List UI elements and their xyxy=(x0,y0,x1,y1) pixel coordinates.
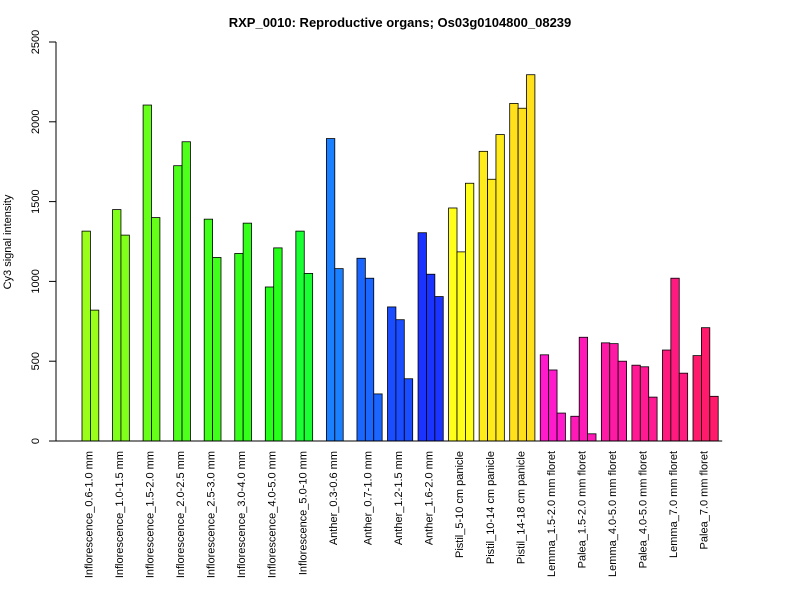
x-tick-label: Inflorescence_5.0-10 mm xyxy=(297,451,309,575)
bar xyxy=(570,415,580,442)
bar xyxy=(709,395,719,442)
bar xyxy=(81,230,91,442)
bar xyxy=(631,364,641,442)
bar xyxy=(609,343,619,442)
bar xyxy=(434,296,444,442)
y-tick-label: 1000 xyxy=(30,269,42,293)
bar xyxy=(556,412,566,442)
x-tick-label: Anther_1.6-2.0 mm xyxy=(424,451,436,545)
bar xyxy=(264,286,275,442)
x-tick-label: Inflorescence_2.5-3.0 mm xyxy=(206,451,218,578)
bar xyxy=(701,327,711,442)
bar xyxy=(151,217,161,442)
y-axis: 0 500 1000 1500 2000 2500 xyxy=(30,30,57,444)
bar xyxy=(303,273,314,442)
x-tick-label: Inflorescence_1.5-2.0 mm xyxy=(145,451,157,578)
x-tick-label: Anther_0.7-1.0 mm xyxy=(363,451,375,545)
x-tick-label: Palea_4.0-5.0 mm floret xyxy=(638,451,650,568)
bar xyxy=(426,273,436,442)
bar xyxy=(203,218,213,442)
bar xyxy=(487,178,497,442)
bar xyxy=(273,247,283,442)
bar xyxy=(526,74,536,442)
x-tick-label: Inflorescence_1.0-1.5 mm xyxy=(114,451,126,578)
bar xyxy=(234,253,244,442)
bar xyxy=(212,257,222,442)
bar xyxy=(120,234,130,442)
bar xyxy=(295,230,305,442)
bar xyxy=(578,336,589,442)
bar xyxy=(142,104,152,442)
y-tick-label: 2500 xyxy=(30,30,42,54)
bar xyxy=(173,165,183,442)
bar xyxy=(662,349,672,442)
x-tick-label: Pistil_14-18 cm panicle xyxy=(515,451,527,564)
x-tick-label: Inflorescence_0.6-1.0 mm xyxy=(83,451,95,578)
bar xyxy=(587,433,597,442)
bar xyxy=(478,150,488,442)
x-tick-label: Inflorescence_4.0-5.0 mm xyxy=(267,451,279,578)
bar xyxy=(456,251,466,442)
y-tick-label: 500 xyxy=(30,352,42,370)
bar xyxy=(539,354,550,442)
x-tick-label: Lemma_4.0-5.0 mm floret xyxy=(607,451,619,577)
bar xyxy=(600,342,611,442)
y-tick-label: 0 xyxy=(30,438,42,444)
x-tick-label: Inflorescence_2.0-2.5 mm xyxy=(175,451,187,578)
bars xyxy=(81,74,719,442)
x-tick-label: Pistil_10-14 cm panicle xyxy=(485,451,497,564)
bar xyxy=(678,372,689,442)
bar xyxy=(548,369,558,442)
bar xyxy=(495,134,505,442)
x-axis: Inflorescence_0.6-1.0 mm Inflorescence_1.… xyxy=(56,440,723,578)
x-tick-label: Inflorescence_3.0-4.0 mm xyxy=(236,451,248,578)
y-tick-label: 1500 xyxy=(30,189,42,213)
bar xyxy=(356,257,366,442)
chart-title: RXP_0010: Reproductive organs; Os03g0104… xyxy=(229,15,572,30)
bar xyxy=(509,103,519,442)
bar xyxy=(181,141,191,442)
bar xyxy=(464,182,475,442)
bar xyxy=(648,396,658,442)
bar xyxy=(517,107,527,442)
bar xyxy=(112,209,122,442)
bar xyxy=(692,355,702,442)
x-tick-label: Anther_1.2-1.5 mm xyxy=(393,451,405,545)
bar xyxy=(403,378,414,442)
bar xyxy=(334,268,344,442)
y-axis-label: Cy3 signal intensity xyxy=(2,194,14,289)
bar xyxy=(325,138,336,442)
x-tick-label: Anther_0.3-0.6 mm xyxy=(328,451,340,545)
bar xyxy=(395,319,405,442)
bar xyxy=(387,306,397,442)
bar xyxy=(617,360,627,442)
x-tick-label: Palea_7.0 mm floret xyxy=(699,451,711,549)
bar xyxy=(448,207,458,442)
bar xyxy=(639,366,650,442)
bar xyxy=(417,232,427,442)
bar xyxy=(242,222,252,442)
bar xyxy=(90,309,100,442)
x-tick-label: Lemma_7.0 mm floret xyxy=(668,451,680,558)
x-tick-label: Palea_1.5-2.0 mm floret xyxy=(576,451,588,568)
y-tick-label: 2000 xyxy=(30,110,42,134)
x-tick-label: Lemma_1.5-2.0 mm floret xyxy=(546,451,558,577)
bar xyxy=(373,393,383,442)
bar xyxy=(364,277,375,442)
x-tick-label: Pistil_5-10 cm panicle xyxy=(454,451,466,558)
bar xyxy=(670,277,680,442)
